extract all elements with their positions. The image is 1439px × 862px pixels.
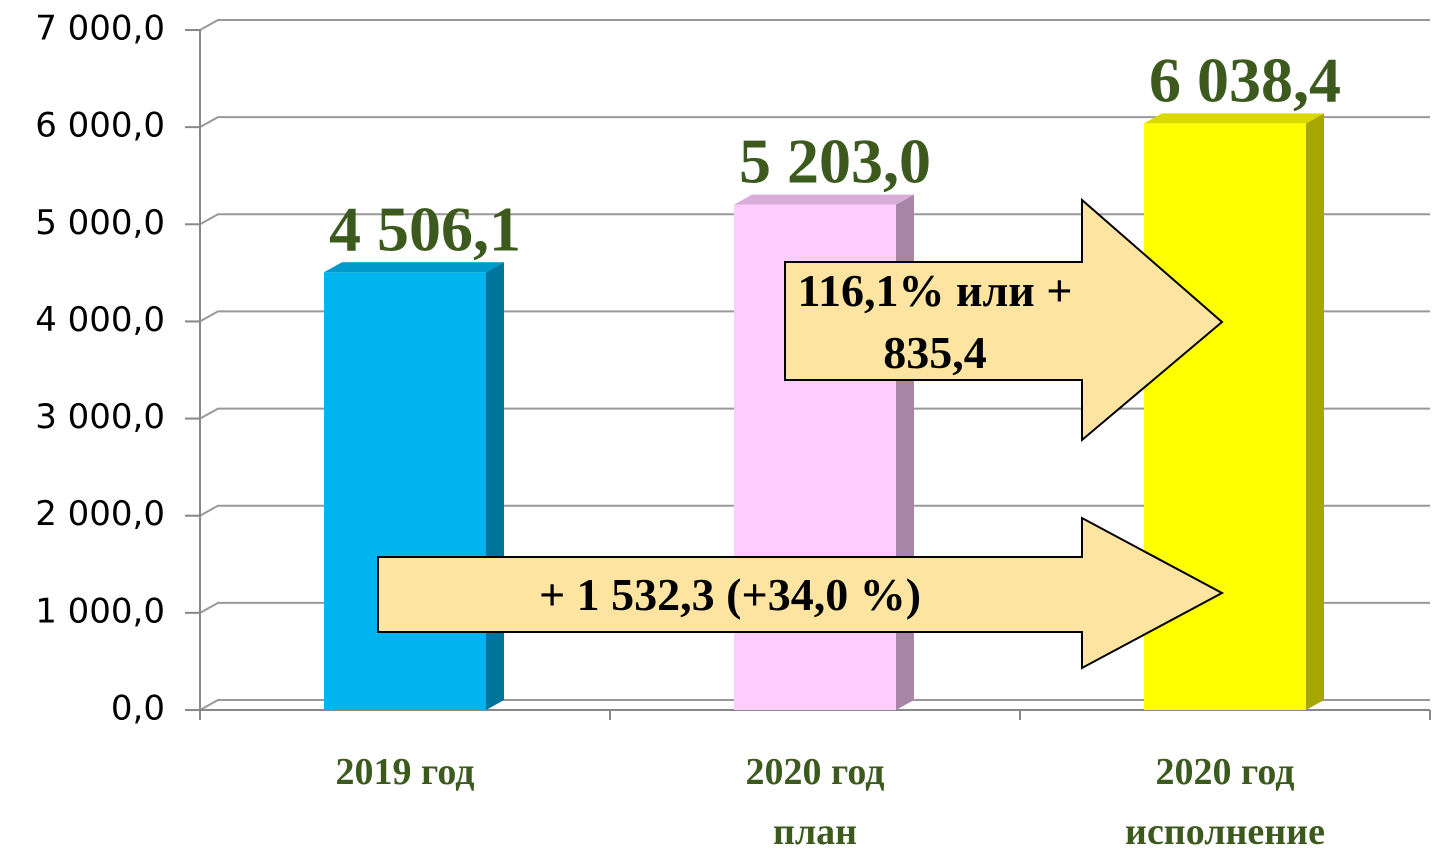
y-tick-label: 6 000,0 xyxy=(35,106,165,146)
bar-top-shade xyxy=(734,194,914,205)
arrow xyxy=(784,197,1224,443)
annotation: + 1 532,3 (+34,0 %) xyxy=(538,569,922,620)
y-tick-label: 5 000,0 xyxy=(35,203,165,243)
y-tick-label: 1 000,0 xyxy=(35,591,165,631)
bar-top xyxy=(1144,113,1324,124)
grid-line xyxy=(199,407,1430,420)
arrow xyxy=(377,516,1225,670)
bar-side xyxy=(1306,113,1324,710)
bar-top-shade xyxy=(324,262,504,273)
x-ticks xyxy=(199,710,1431,720)
bar-top xyxy=(324,262,504,273)
grid-line xyxy=(199,116,1430,129)
grid-line xyxy=(199,19,1430,31)
value-label: 4 506,1 xyxy=(329,193,521,264)
bar xyxy=(1144,113,1324,710)
x-tick-label: 2019 год xyxy=(335,751,475,793)
bar xyxy=(324,262,504,710)
value-label: 6 038,4 xyxy=(1149,44,1341,115)
value-label: 5 203,0 xyxy=(739,126,931,197)
x-tick-label: 2020 год план xyxy=(745,751,885,853)
annotation: 116,1% или + 835,4 xyxy=(797,265,1073,378)
grid-line xyxy=(199,504,1430,517)
x-tick-label: 2020 год исполнение xyxy=(1125,751,1325,853)
grid xyxy=(199,19,1430,711)
y-tick-label: 0,0 xyxy=(111,689,165,729)
bar-top-shade xyxy=(1144,113,1324,124)
bar-side-shade xyxy=(1306,113,1324,710)
y-tick-label: 7 000,0 xyxy=(35,9,165,49)
chart: 0,0 1 000,0 2 000,0 3 000,0 4 000,0 5 000,0 6 … xyxy=(35,9,1431,729)
bar-top xyxy=(734,194,914,205)
y-tick-label: 4 000,0 xyxy=(35,300,165,340)
page: {"chart_data": {"type": "bar", "categori… xyxy=(35,8,1431,853)
bar-side-shade xyxy=(486,262,504,710)
grid-line xyxy=(199,213,1430,226)
y-tick-label: 3 000,0 xyxy=(35,397,165,437)
y-tick-label: 2 000,0 xyxy=(35,494,165,534)
grid-line xyxy=(199,699,1430,711)
bar-front xyxy=(324,272,486,710)
